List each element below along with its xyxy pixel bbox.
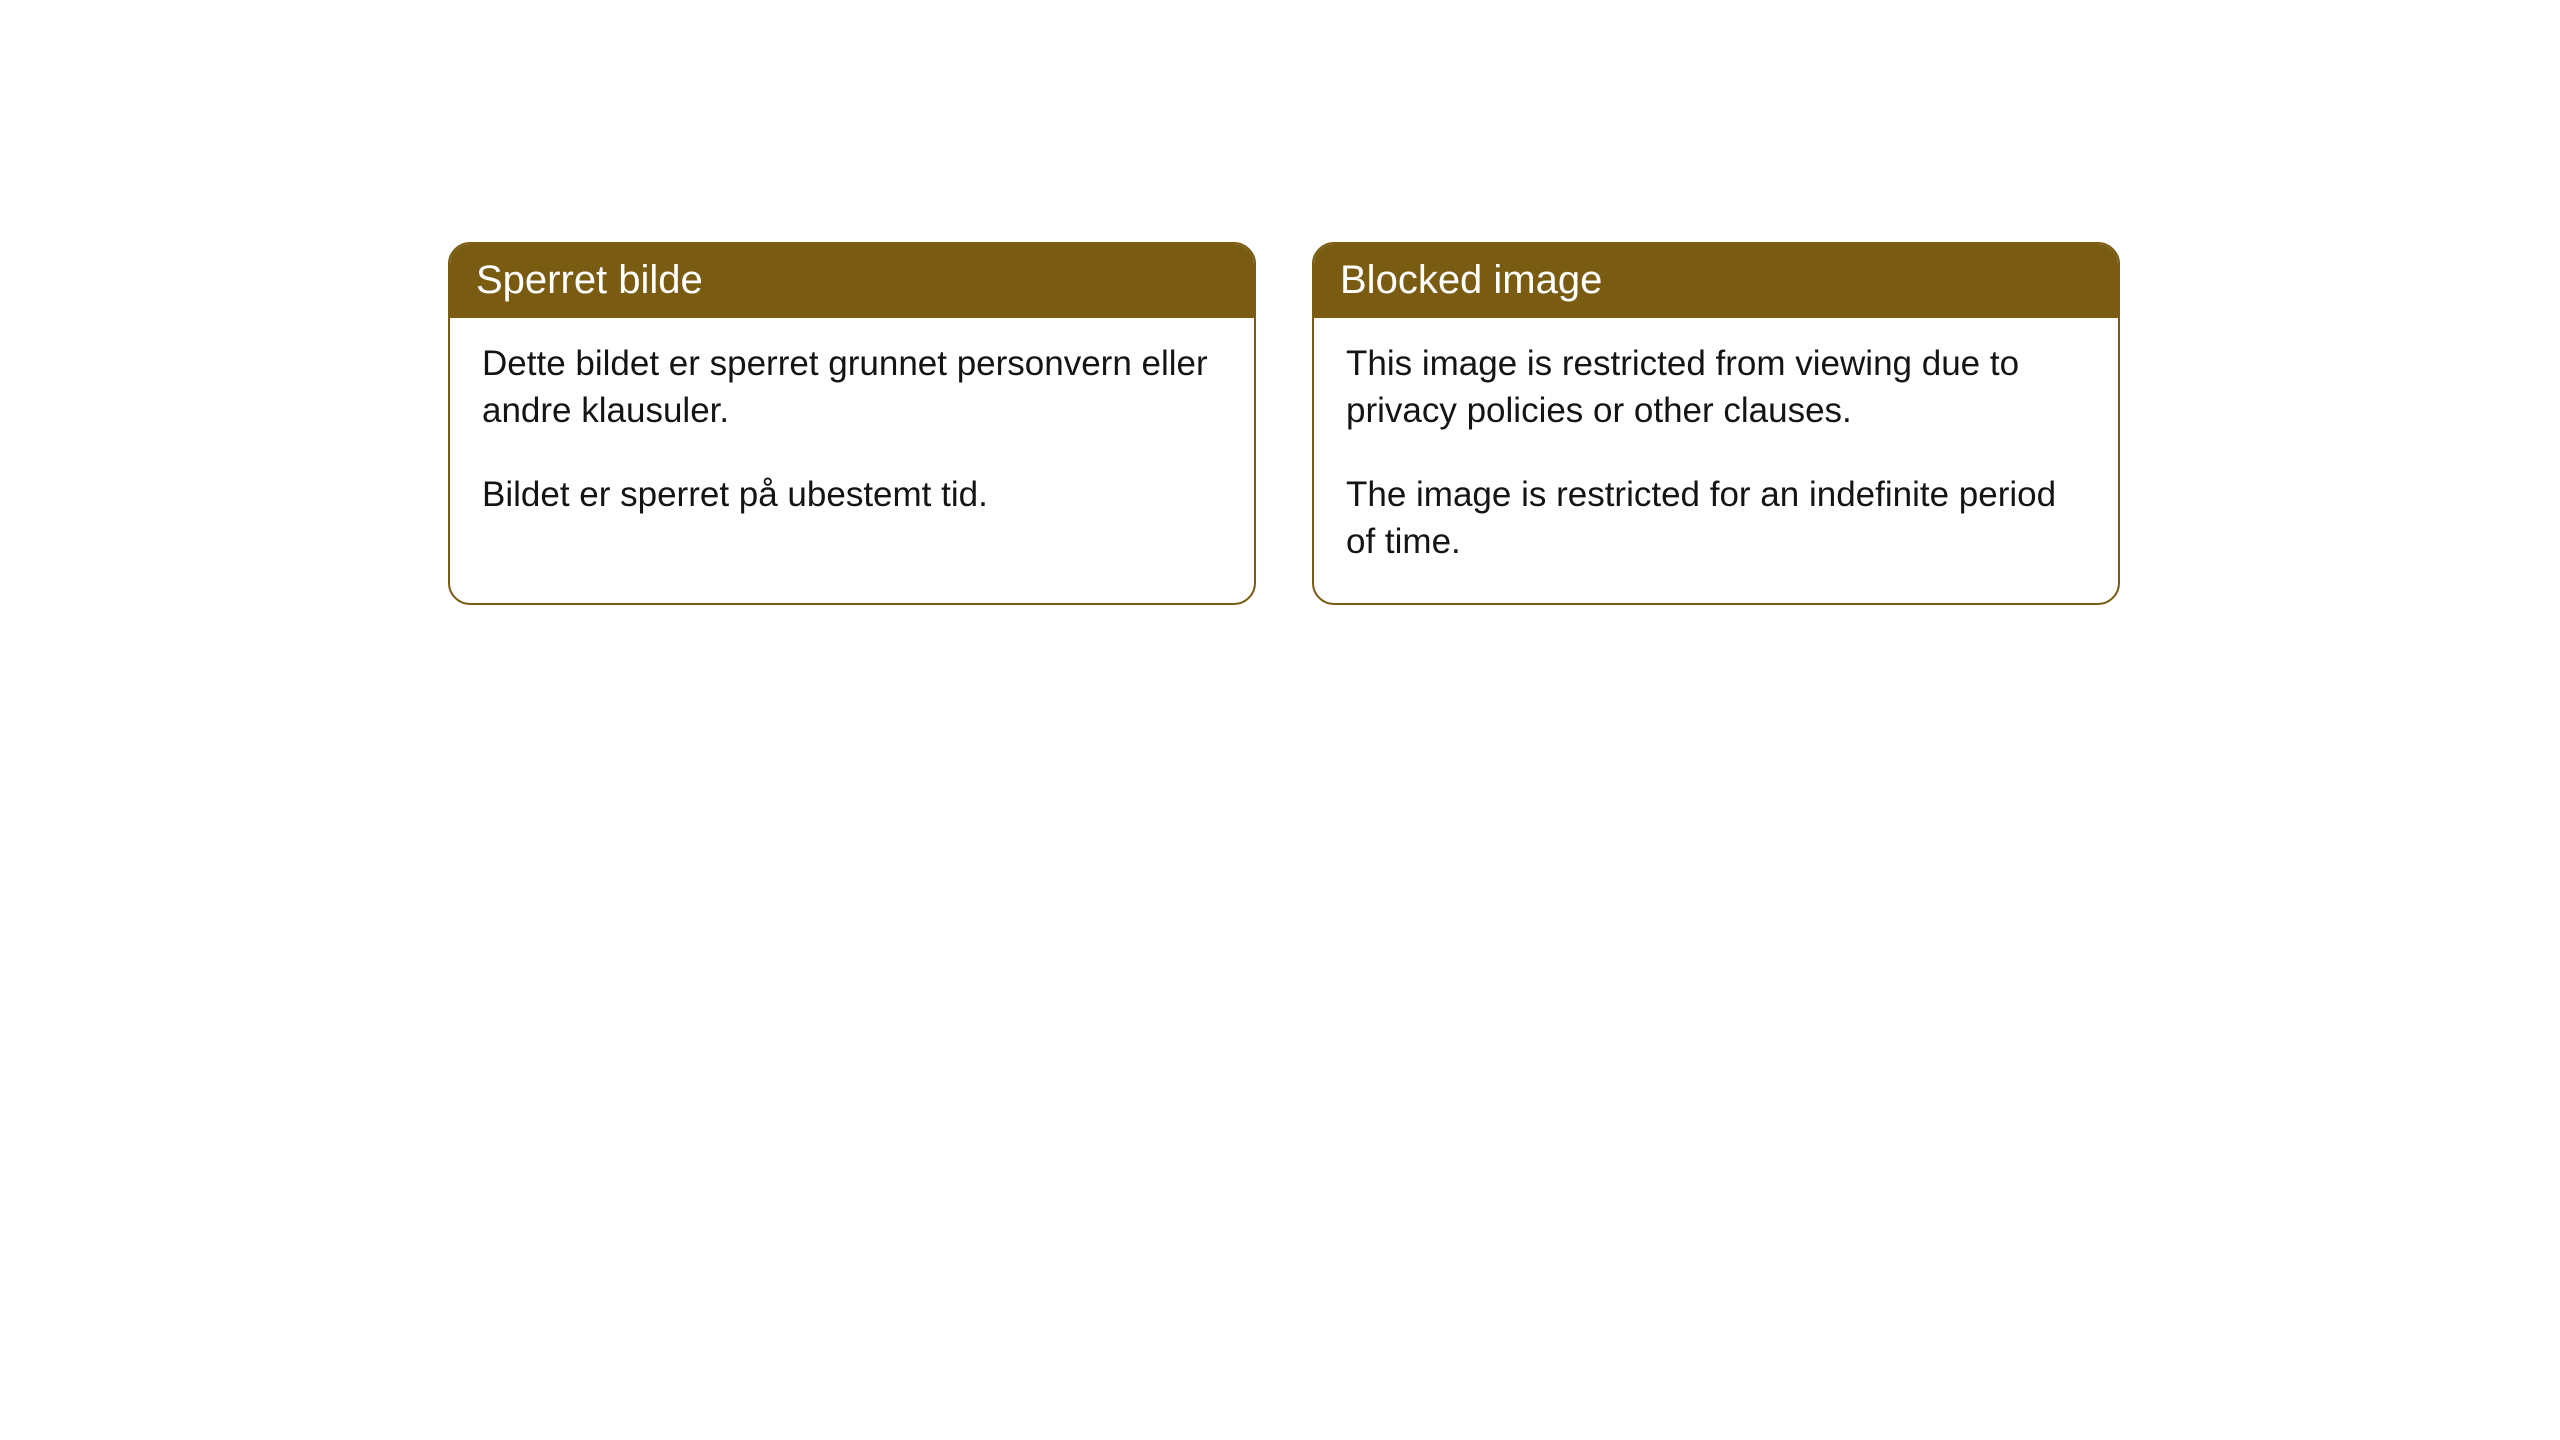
- card-header-english: Blocked image: [1314, 244, 2118, 318]
- blocked-image-card-english: Blocked image This image is restricted f…: [1312, 242, 2120, 605]
- notice-text-english-1: This image is restricted from viewing du…: [1346, 340, 2086, 435]
- notice-text-english-2: The image is restricted for an indefinit…: [1346, 471, 2086, 566]
- notice-text-norwegian-1: Dette bildet er sperret grunnet personve…: [482, 340, 1222, 435]
- card-body-english: This image is restricted from viewing du…: [1314, 318, 2118, 603]
- blocked-image-card-norwegian: Sperret bilde Dette bildet er sperret gr…: [448, 242, 1256, 605]
- notice-text-norwegian-2: Bildet er sperret på ubestemt tid.: [482, 471, 1222, 518]
- card-body-norwegian: Dette bildet er sperret grunnet personve…: [450, 318, 1254, 556]
- card-header-norwegian: Sperret bilde: [450, 244, 1254, 318]
- notice-container: Sperret bilde Dette bildet er sperret gr…: [0, 0, 2560, 605]
